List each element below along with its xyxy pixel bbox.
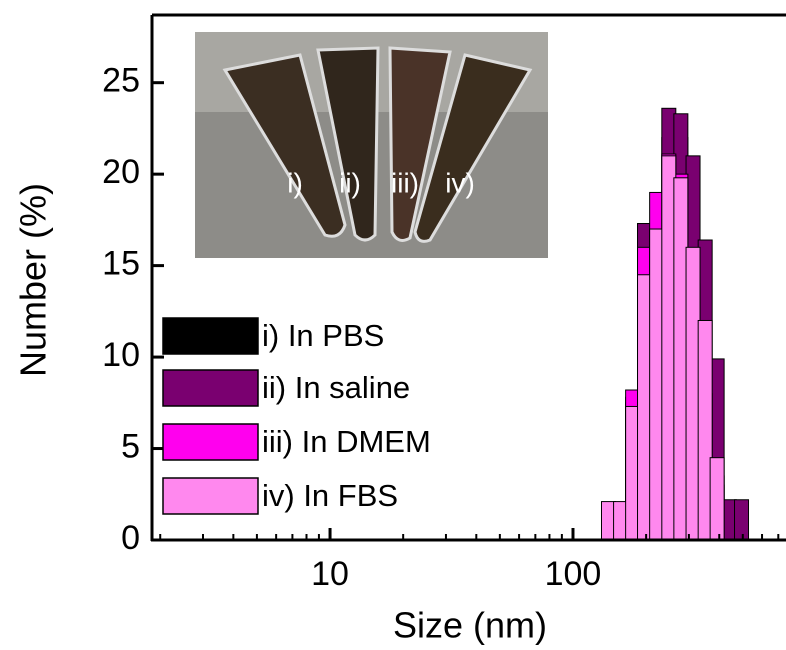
y-tick-label: 20 bbox=[102, 153, 140, 191]
y-tick-label: 0 bbox=[121, 519, 140, 557]
legend-swatch bbox=[162, 477, 259, 515]
legend-label: ii) In saline bbox=[262, 370, 410, 405]
inset-photo bbox=[195, 32, 548, 258]
y-tick-label: 10 bbox=[102, 336, 140, 374]
legend-label: iii) In DMEM bbox=[262, 424, 431, 459]
x-axis-label: Size (nm) bbox=[393, 605, 547, 646]
bar bbox=[734, 499, 750, 541]
legend-swatch bbox=[162, 423, 259, 461]
y-tick-label: 15 bbox=[102, 245, 140, 283]
inset-label: i) bbox=[287, 167, 303, 198]
inset-label: ii) bbox=[339, 167, 361, 198]
y-tick-label: 5 bbox=[121, 428, 140, 466]
x-tick-label: 10 bbox=[311, 555, 349, 593]
bar bbox=[709, 457, 725, 541]
inset-label: iii) bbox=[391, 167, 419, 198]
inset-label: iv) bbox=[445, 167, 475, 198]
y-tick-label: 25 bbox=[102, 62, 140, 100]
legend-label: iv) In FBS bbox=[262, 478, 398, 513]
x-tick-label: 100 bbox=[545, 555, 602, 593]
legend-swatch bbox=[162, 317, 259, 355]
legend-label: i) In PBS bbox=[262, 318, 384, 353]
y-axis-label: Number (%) bbox=[13, 183, 54, 377]
legend-swatch bbox=[162, 369, 259, 407]
